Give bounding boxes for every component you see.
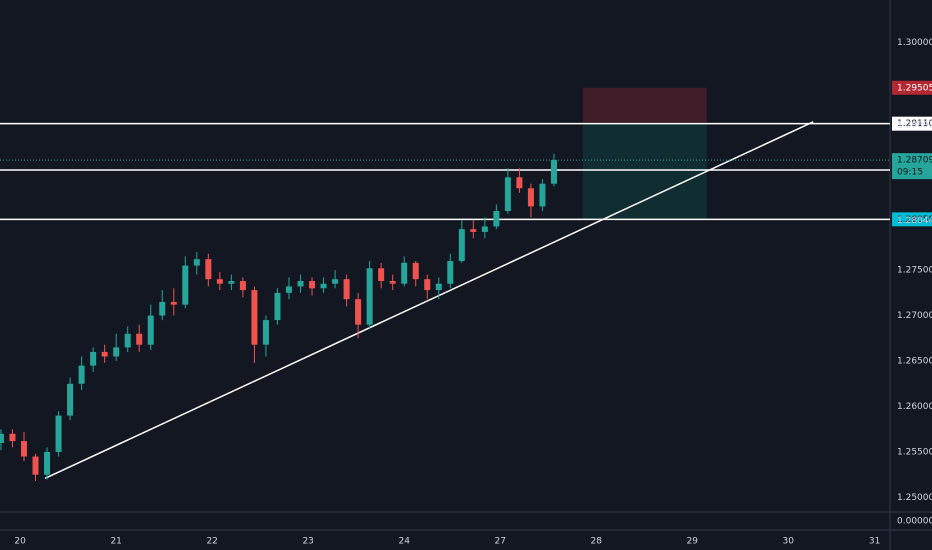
candle-body (389, 281, 396, 284)
candle-body (136, 333, 143, 345)
candle-body (355, 299, 362, 325)
x-tick-label: 31 (869, 537, 880, 547)
candle-body (182, 265, 189, 305)
x-tick-label: 22 (206, 537, 217, 547)
candle-body (262, 320, 269, 345)
candle-body (55, 415, 62, 452)
candle-body (504, 177, 511, 211)
y-tick-label: 1.26500 (897, 357, 932, 367)
candle-body (170, 301, 177, 305)
candle-body (539, 183, 546, 207)
y-tick-label: 1.26000 (897, 402, 932, 412)
candle-body (228, 281, 235, 284)
countdown: 09:15 (897, 168, 923, 178)
candle-body (216, 279, 223, 284)
y-tick-label: 1.30000 (897, 38, 932, 48)
candle-body (193, 259, 200, 266)
current-price-label: 1.28709 (897, 156, 932, 166)
candle-body (44, 451, 51, 475)
x-tick-label: 27 (494, 537, 505, 547)
candle-body (9, 433, 16, 442)
lower-pane-label: 0.00000 (897, 517, 932, 527)
candle-body (309, 281, 316, 289)
candle-body (32, 456, 39, 475)
candle-body (320, 283, 327, 289)
candle-body (159, 301, 166, 316)
candle-body (297, 281, 304, 287)
price-label: 1.29505 (897, 83, 932, 93)
candle-body (332, 279, 339, 284)
x-tick-label: 24 (398, 537, 410, 547)
candle-body (550, 160, 557, 184)
candle-body (458, 229, 465, 262)
candle-body (435, 283, 442, 291)
candle-body (378, 268, 385, 282)
y-tick-label: 1.25000 (897, 493, 932, 503)
price-label: 1.28044 (897, 216, 932, 226)
candle-body (274, 292, 281, 321)
candle-body (239, 281, 246, 291)
price-label: 1.28058 (897, 215, 932, 225)
candle-body (424, 279, 431, 291)
x-tick-label: 20 (14, 537, 26, 547)
y-tick-label: 1.25500 (897, 447, 932, 457)
candle-body (285, 286, 292, 293)
candle-body (447, 261, 454, 284)
price-label-badge (892, 212, 932, 227)
candle-body (90, 351, 97, 366)
candle-body (67, 383, 74, 416)
price-label-badge (892, 116, 932, 131)
candle-body (401, 262, 408, 284)
candle-body (113, 347, 120, 357)
target-zone (582, 123, 707, 220)
candle-body (366, 268, 373, 325)
candle-body (343, 279, 350, 300)
price-label-badge (892, 80, 932, 95)
candle-body (516, 177, 523, 189)
x-tick-label: 30 (783, 537, 795, 547)
y-tick-label: 1.27500 (897, 266, 932, 276)
x-tick-label: 21 (110, 537, 121, 547)
candle-body (481, 226, 488, 232)
x-tick-label: 23 (302, 537, 313, 547)
y-tick-label: 1.27000 (897, 311, 932, 321)
candle-body (147, 315, 154, 345)
candle-body (0, 433, 4, 443)
stop-zone (582, 87, 707, 124)
current-price-badge (892, 153, 932, 180)
candle-body (21, 441, 28, 457)
price-label: 1.29097 (897, 120, 932, 130)
candle-body (412, 262, 419, 280)
candle-body (470, 229, 477, 232)
candle-body (251, 290, 258, 345)
candle-body (493, 210, 500, 227)
candle-body (205, 259, 212, 280)
trendline (44, 121, 814, 480)
price-label: 1.29110 (897, 119, 932, 129)
candle-body (101, 351, 108, 357)
candle-body (124, 333, 131, 348)
candle-body (78, 365, 85, 384)
x-tick-label: 29 (686, 537, 698, 547)
candle-body (527, 188, 534, 207)
x-tick-label: 28 (590, 537, 602, 547)
